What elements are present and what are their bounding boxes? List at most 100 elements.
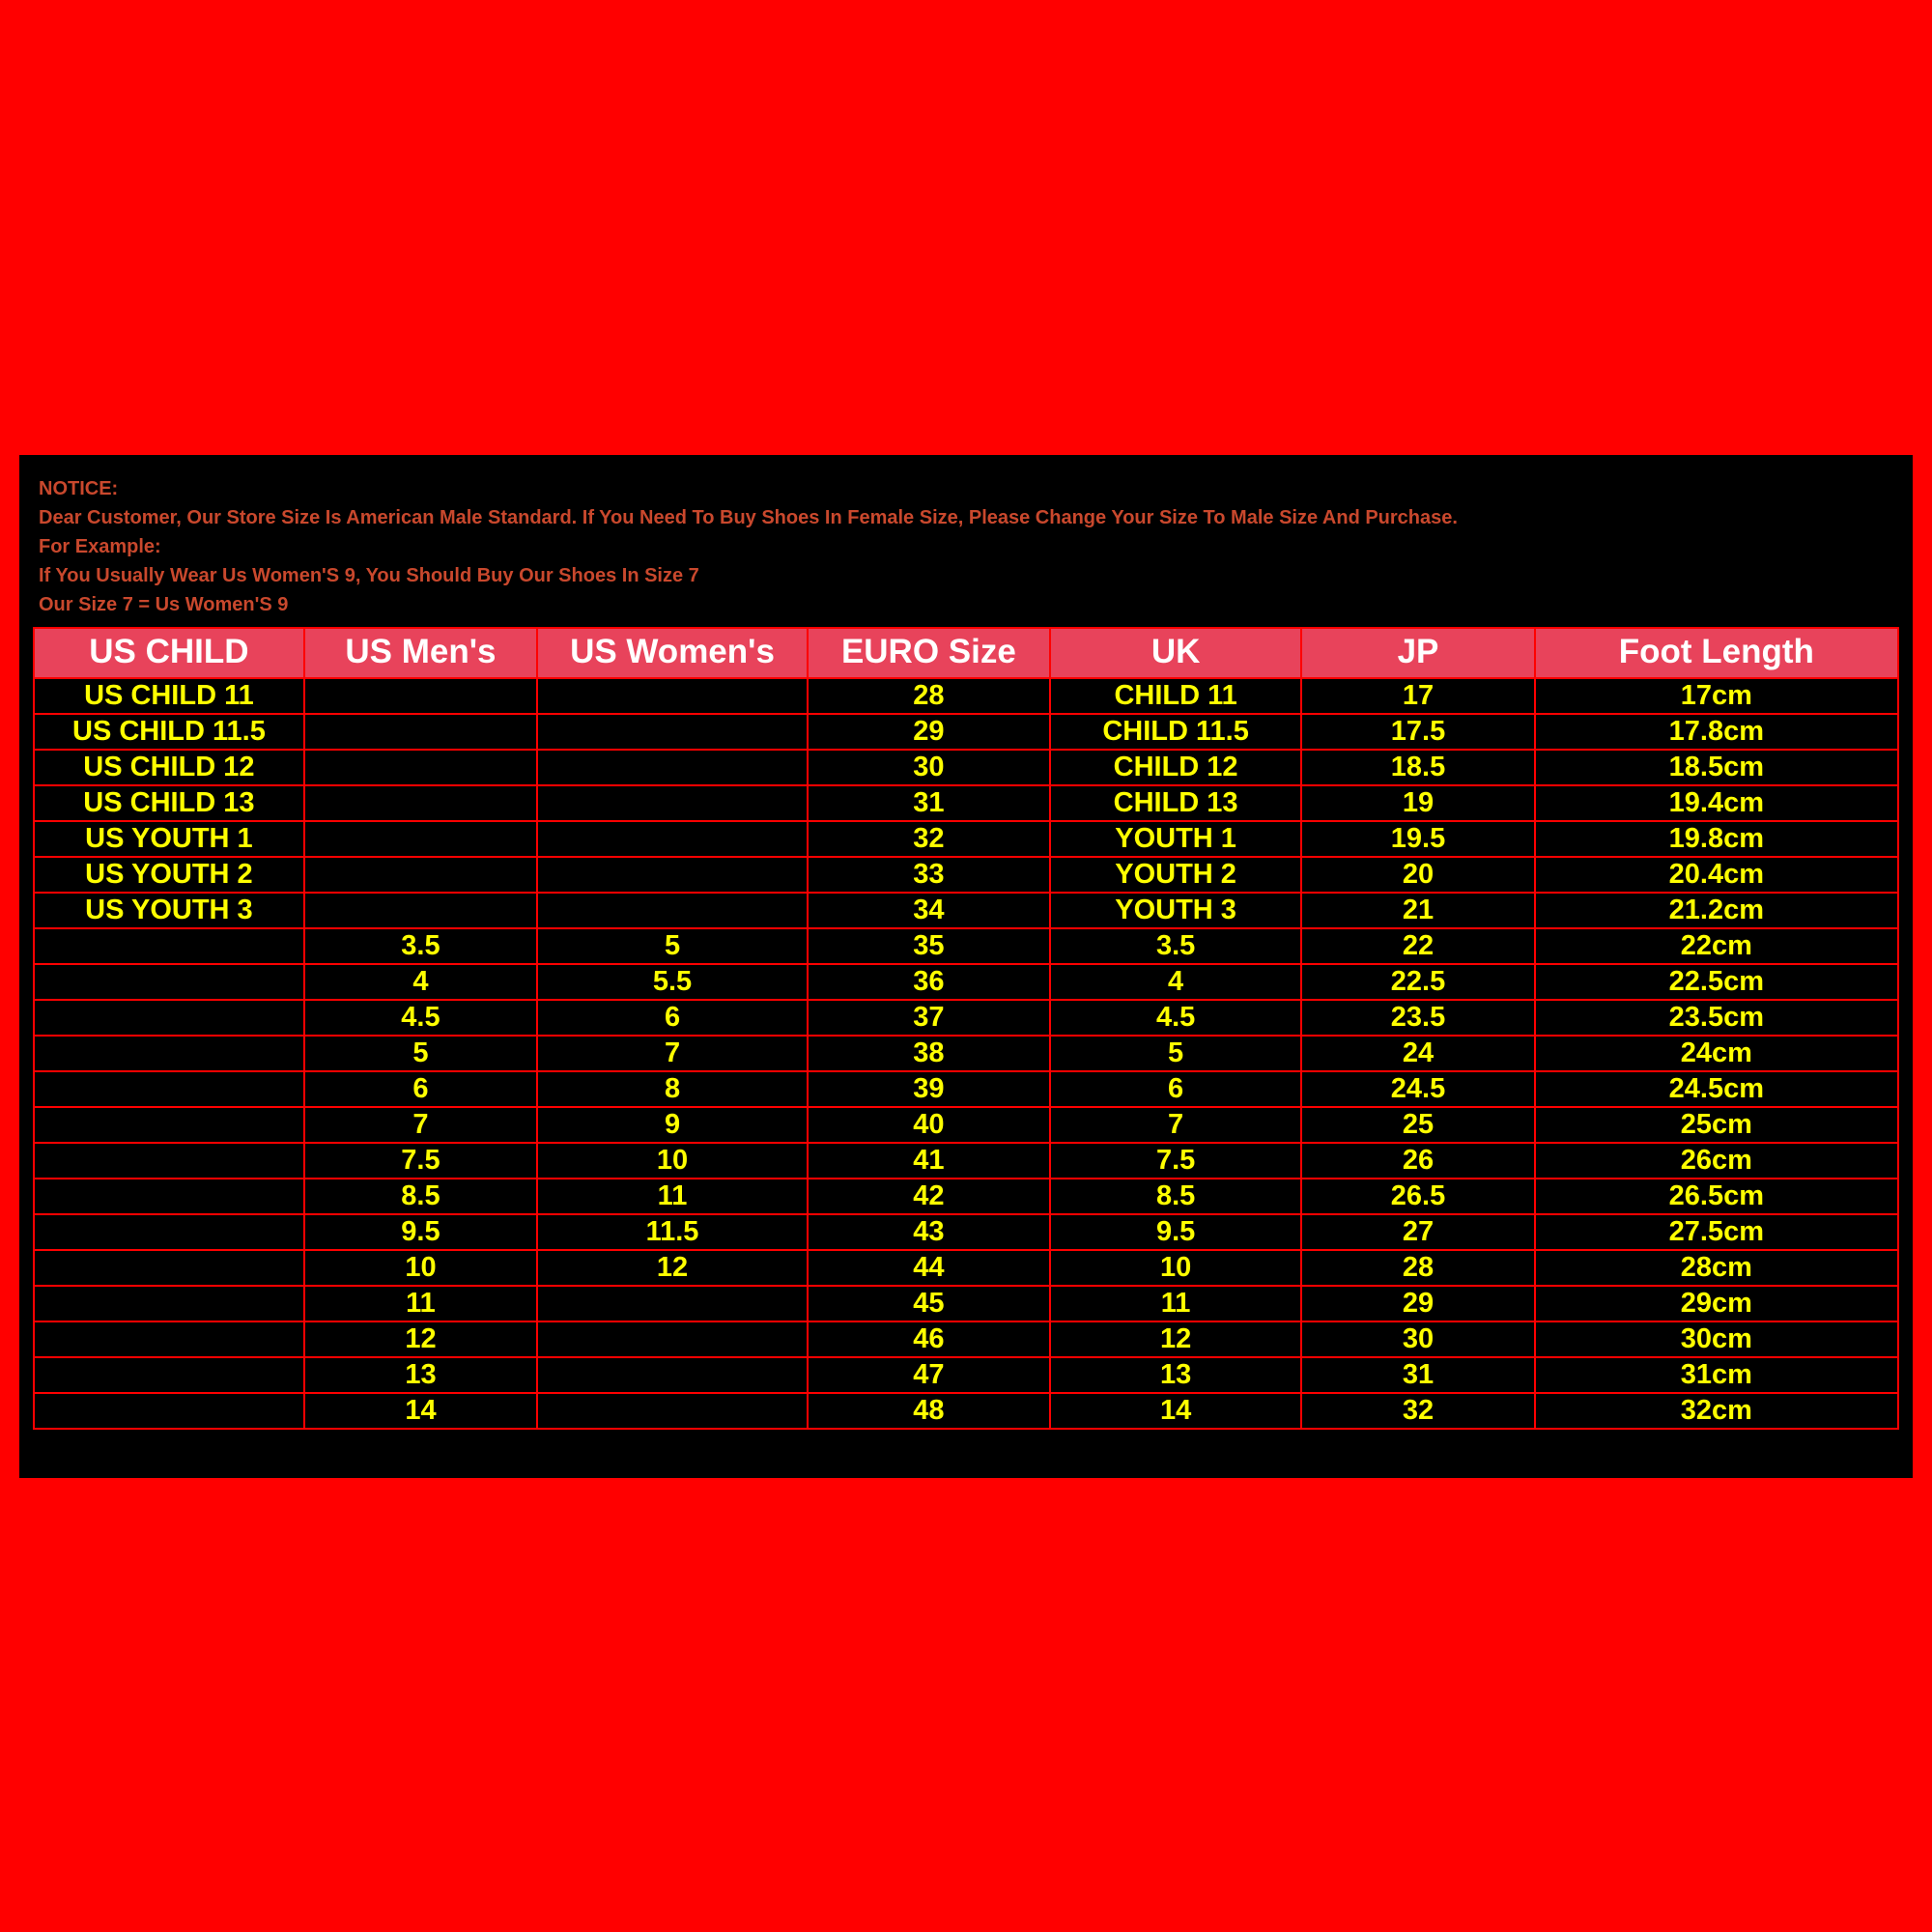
table-cell: 3.5 bbox=[1050, 928, 1302, 964]
table-cell bbox=[34, 964, 304, 1000]
table-row: US YOUTH 334YOUTH 32121.2cm bbox=[34, 893, 1898, 928]
table-row: US YOUTH 132YOUTH 119.519.8cm bbox=[34, 821, 1898, 857]
table-cell: YOUTH 1 bbox=[1050, 821, 1302, 857]
table-cell: 17.5 bbox=[1301, 714, 1534, 750]
table-cell: 13 bbox=[304, 1357, 537, 1393]
table-cell: 4.5 bbox=[304, 1000, 537, 1036]
table-cell: 26.5cm bbox=[1535, 1179, 1898, 1214]
col-header: US Men's bbox=[304, 628, 537, 678]
table-cell: 30cm bbox=[1535, 1321, 1898, 1357]
table-row: US CHILD 11.529CHILD 11.517.517.8cm bbox=[34, 714, 1898, 750]
table-cell: 11.5 bbox=[537, 1214, 808, 1250]
table-cell bbox=[304, 714, 537, 750]
table-cell bbox=[537, 714, 808, 750]
table-cell: 20.4cm bbox=[1535, 857, 1898, 893]
table-cell: 25 bbox=[1301, 1107, 1534, 1143]
table-cell: 48 bbox=[808, 1393, 1050, 1429]
col-header: US CHILD bbox=[34, 628, 304, 678]
notice-line: Our Size 7 = Us Women'S 9 bbox=[39, 590, 1899, 619]
table-row: 794072525cm bbox=[34, 1107, 1898, 1143]
table-cell: 9.5 bbox=[304, 1214, 537, 1250]
table-cell: 26.5 bbox=[1301, 1179, 1534, 1214]
table-cell bbox=[34, 1036, 304, 1071]
table-cell: 18.5cm bbox=[1535, 750, 1898, 785]
table-row: 101244102828cm bbox=[34, 1250, 1898, 1286]
table-cell: 31 bbox=[808, 785, 1050, 821]
table-cell: 21 bbox=[1301, 893, 1534, 928]
table-cell: 28 bbox=[808, 678, 1050, 714]
table-cell: US CHILD 11.5 bbox=[34, 714, 304, 750]
table-cell: 10 bbox=[1050, 1250, 1302, 1286]
table-cell: US YOUTH 2 bbox=[34, 857, 304, 893]
table-cell: 41 bbox=[808, 1143, 1050, 1179]
table-cell: 27 bbox=[1301, 1214, 1534, 1250]
table-cell: 19 bbox=[1301, 785, 1534, 821]
table-cell: 32 bbox=[1301, 1393, 1534, 1429]
table-cell: 9 bbox=[537, 1107, 808, 1143]
table-cell: 43 bbox=[808, 1214, 1050, 1250]
table-cell bbox=[304, 857, 537, 893]
table-cell: 29cm bbox=[1535, 1286, 1898, 1321]
table-row: 1347133131cm bbox=[34, 1357, 1898, 1393]
table-cell: 29 bbox=[808, 714, 1050, 750]
table-row: 1145112929cm bbox=[34, 1286, 1898, 1321]
table-cell: 10 bbox=[304, 1250, 537, 1286]
table-cell bbox=[537, 785, 808, 821]
table-cell: 37 bbox=[808, 1000, 1050, 1036]
table-cell: 17cm bbox=[1535, 678, 1898, 714]
table-cell: 17.8cm bbox=[1535, 714, 1898, 750]
table-row: US CHILD 1331CHILD 131919.4cm bbox=[34, 785, 1898, 821]
table-row: 45.536422.522.5cm bbox=[34, 964, 1898, 1000]
table-cell: YOUTH 3 bbox=[1050, 893, 1302, 928]
table-cell: 7.5 bbox=[304, 1143, 537, 1179]
table-cell: 38 bbox=[808, 1036, 1050, 1071]
table-header-row: US CHILD US Men's US Women's EURO Size U… bbox=[34, 628, 1898, 678]
table-cell: 7 bbox=[537, 1036, 808, 1071]
notice-line: For Example: bbox=[39, 532, 1899, 561]
table-cell: 32 bbox=[808, 821, 1050, 857]
table-cell: 23.5 bbox=[1301, 1000, 1534, 1036]
table-cell bbox=[304, 821, 537, 857]
table-cell: 12 bbox=[304, 1321, 537, 1357]
table-cell: 22cm bbox=[1535, 928, 1898, 964]
table-cell: 24.5 bbox=[1301, 1071, 1534, 1107]
table-cell bbox=[537, 1357, 808, 1393]
table-row: 6839624.524.5cm bbox=[34, 1071, 1898, 1107]
table-cell bbox=[34, 1250, 304, 1286]
notice-line: Dear Customer, Our Store Size Is America… bbox=[39, 503, 1899, 532]
table-cell: 4 bbox=[1050, 964, 1302, 1000]
table-cell: 23.5cm bbox=[1535, 1000, 1898, 1036]
table-cell: 5 bbox=[304, 1036, 537, 1071]
table-cell bbox=[537, 1321, 808, 1357]
table-cell: 24.5cm bbox=[1535, 1071, 1898, 1107]
table-cell: 24 bbox=[1301, 1036, 1534, 1071]
table-cell: 26 bbox=[1301, 1143, 1534, 1179]
table-cell bbox=[537, 821, 808, 857]
table-cell bbox=[34, 1357, 304, 1393]
table-row: 1448143232cm bbox=[34, 1393, 1898, 1429]
table-cell: CHILD 11 bbox=[1050, 678, 1302, 714]
table-cell bbox=[34, 928, 304, 964]
table-row: US CHILD 1128CHILD 111717cm bbox=[34, 678, 1898, 714]
table-cell: 24cm bbox=[1535, 1036, 1898, 1071]
table-cell: 7.5 bbox=[1050, 1143, 1302, 1179]
table-cell: 5.5 bbox=[537, 964, 808, 1000]
table-body: US CHILD 1128CHILD 111717cmUS CHILD 11.5… bbox=[34, 678, 1898, 1429]
table-cell bbox=[537, 1286, 808, 1321]
table-cell bbox=[304, 893, 537, 928]
table-cell: 5 bbox=[1050, 1036, 1302, 1071]
table-cell bbox=[34, 1179, 304, 1214]
col-header: Foot Length bbox=[1535, 628, 1898, 678]
table-cell: 44 bbox=[808, 1250, 1050, 1286]
table-cell bbox=[537, 678, 808, 714]
size-chart-panel: NOTICE: Dear Customer, Our Store Size Is… bbox=[19, 455, 1913, 1478]
table-cell: US CHILD 11 bbox=[34, 678, 304, 714]
table-cell: 45 bbox=[808, 1286, 1050, 1321]
table-cell: US CHILD 12 bbox=[34, 750, 304, 785]
table-cell: 22.5 bbox=[1301, 964, 1534, 1000]
table-cell: 11 bbox=[304, 1286, 537, 1321]
table-cell: 11 bbox=[1050, 1286, 1302, 1321]
table-cell bbox=[34, 1107, 304, 1143]
table-cell: 27.5cm bbox=[1535, 1214, 1898, 1250]
table-cell: 32cm bbox=[1535, 1393, 1898, 1429]
